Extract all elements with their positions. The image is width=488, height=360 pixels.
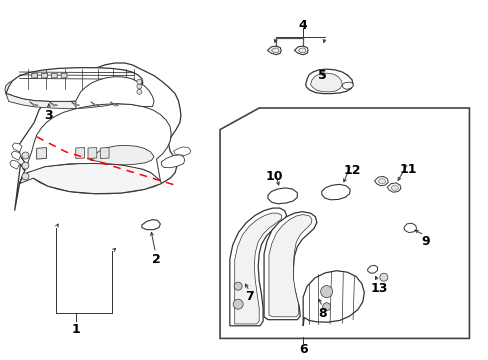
Text: 13: 13 bbox=[369, 282, 387, 294]
Text: 5: 5 bbox=[318, 69, 326, 82]
Text: 4: 4 bbox=[298, 19, 307, 32]
Polygon shape bbox=[403, 223, 416, 233]
Polygon shape bbox=[161, 155, 184, 168]
Circle shape bbox=[234, 282, 242, 290]
Text: 3: 3 bbox=[44, 109, 53, 122]
Polygon shape bbox=[90, 102, 99, 106]
Polygon shape bbox=[378, 179, 385, 184]
Polygon shape bbox=[234, 213, 281, 324]
Polygon shape bbox=[51, 73, 57, 78]
Polygon shape bbox=[342, 82, 352, 89]
Polygon shape bbox=[76, 148, 84, 158]
Polygon shape bbox=[32, 73, 38, 78]
Text: 6: 6 bbox=[298, 343, 307, 356]
Polygon shape bbox=[220, 108, 468, 338]
Circle shape bbox=[320, 285, 332, 298]
Polygon shape bbox=[11, 151, 21, 160]
Polygon shape bbox=[229, 208, 286, 326]
Polygon shape bbox=[264, 212, 316, 320]
Polygon shape bbox=[374, 176, 387, 186]
Polygon shape bbox=[100, 148, 109, 158]
Polygon shape bbox=[49, 102, 58, 106]
Polygon shape bbox=[268, 215, 311, 317]
Polygon shape bbox=[267, 188, 297, 204]
Polygon shape bbox=[10, 160, 20, 169]
Text: 7: 7 bbox=[244, 291, 253, 303]
Circle shape bbox=[22, 173, 29, 180]
Text: 2: 2 bbox=[152, 253, 161, 266]
Polygon shape bbox=[29, 102, 38, 106]
Polygon shape bbox=[386, 183, 400, 192]
Polygon shape bbox=[173, 147, 190, 156]
Polygon shape bbox=[41, 73, 47, 78]
Polygon shape bbox=[305, 69, 352, 94]
Polygon shape bbox=[12, 143, 22, 152]
Circle shape bbox=[137, 84, 142, 89]
Polygon shape bbox=[76, 77, 154, 109]
Circle shape bbox=[137, 79, 142, 84]
Polygon shape bbox=[310, 73, 342, 92]
Text: 12: 12 bbox=[343, 165, 360, 177]
Polygon shape bbox=[142, 220, 160, 230]
Polygon shape bbox=[71, 102, 80, 106]
Circle shape bbox=[22, 152, 29, 159]
Polygon shape bbox=[367, 265, 377, 273]
Polygon shape bbox=[88, 148, 97, 158]
Polygon shape bbox=[20, 163, 161, 194]
Polygon shape bbox=[6, 68, 142, 102]
Polygon shape bbox=[37, 148, 46, 159]
Polygon shape bbox=[15, 63, 181, 211]
Polygon shape bbox=[303, 271, 364, 326]
Polygon shape bbox=[267, 46, 281, 55]
Circle shape bbox=[233, 299, 243, 309]
Polygon shape bbox=[110, 102, 119, 106]
Polygon shape bbox=[298, 48, 305, 53]
Circle shape bbox=[137, 89, 142, 94]
Text: 9: 9 bbox=[420, 235, 429, 248]
Polygon shape bbox=[20, 104, 171, 184]
Polygon shape bbox=[6, 92, 142, 109]
Text: 11: 11 bbox=[399, 163, 416, 176]
Polygon shape bbox=[5, 81, 12, 94]
Text: 1: 1 bbox=[71, 323, 80, 336]
Polygon shape bbox=[321, 184, 349, 200]
Text: 10: 10 bbox=[264, 170, 282, 183]
Polygon shape bbox=[294, 46, 307, 55]
Polygon shape bbox=[271, 48, 279, 53]
Circle shape bbox=[22, 162, 29, 169]
Circle shape bbox=[379, 273, 387, 281]
Text: 8: 8 bbox=[318, 307, 326, 320]
Polygon shape bbox=[90, 145, 154, 165]
Polygon shape bbox=[61, 73, 67, 78]
Circle shape bbox=[322, 303, 330, 311]
Polygon shape bbox=[390, 185, 398, 190]
